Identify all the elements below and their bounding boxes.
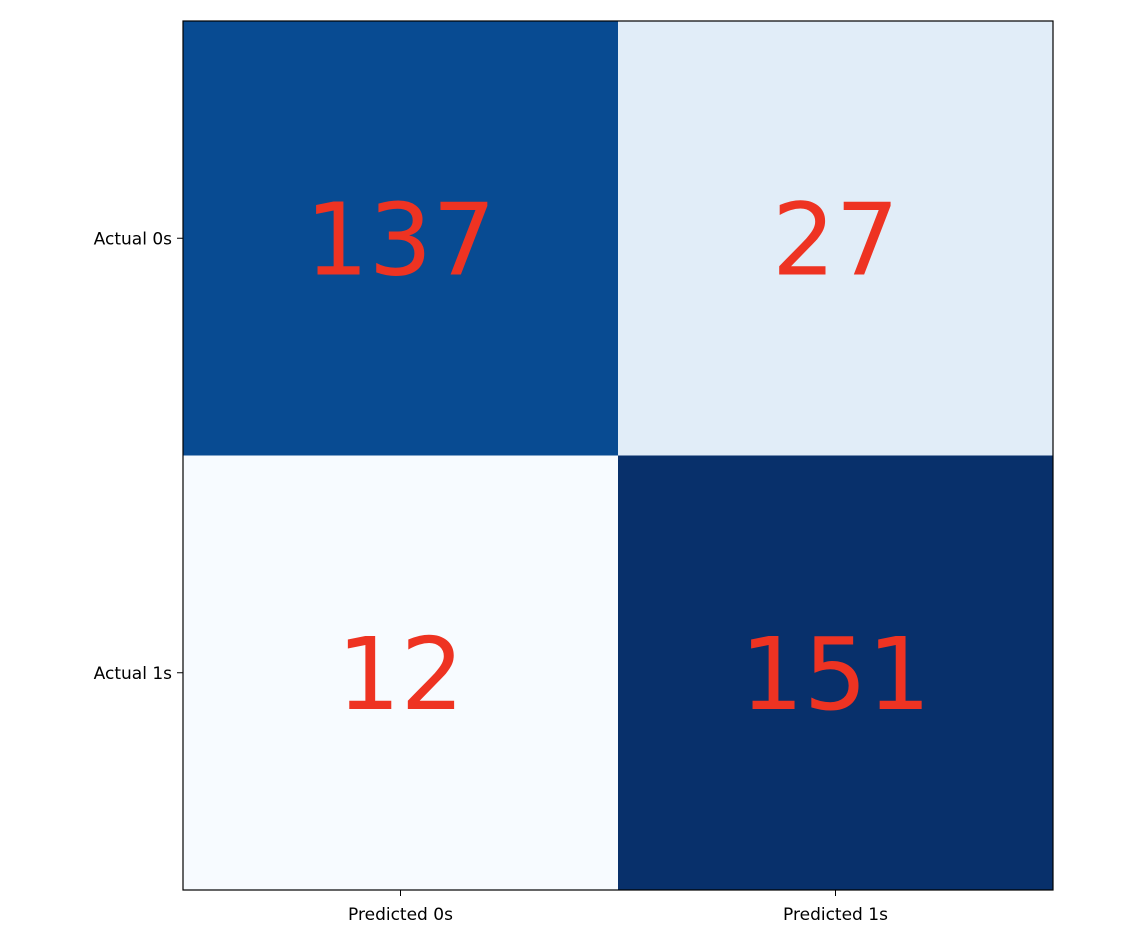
x-tick-label: Predicted 0s bbox=[348, 905, 453, 925]
y-axis-ticks: Actual 0s Actual 1s bbox=[94, 229, 183, 684]
heatmap-cells bbox=[183, 21, 1053, 890]
x-axis-ticks: Predicted 0s Predicted 1s bbox=[348, 890, 888, 925]
cell-value-label: 27 bbox=[772, 181, 899, 298]
y-tick-label: Actual 0s bbox=[94, 229, 172, 249]
cell-value-label: 12 bbox=[337, 616, 464, 733]
x-tick-label: Predicted 1s bbox=[783, 905, 888, 925]
heatmap-cell bbox=[183, 21, 618, 456]
y-tick-label: Actual 1s bbox=[94, 664, 172, 684]
cell-value-label: 137 bbox=[305, 181, 496, 298]
cell-value-label: 151 bbox=[740, 616, 931, 733]
plot-frame bbox=[182, 20, 1054, 891]
heatmap-cell bbox=[618, 21, 1053, 456]
heatmap-cell bbox=[183, 455, 618, 890]
cell-value-labels: 137 27 12 151 bbox=[305, 181, 931, 733]
heatmap-cell bbox=[618, 455, 1053, 890]
